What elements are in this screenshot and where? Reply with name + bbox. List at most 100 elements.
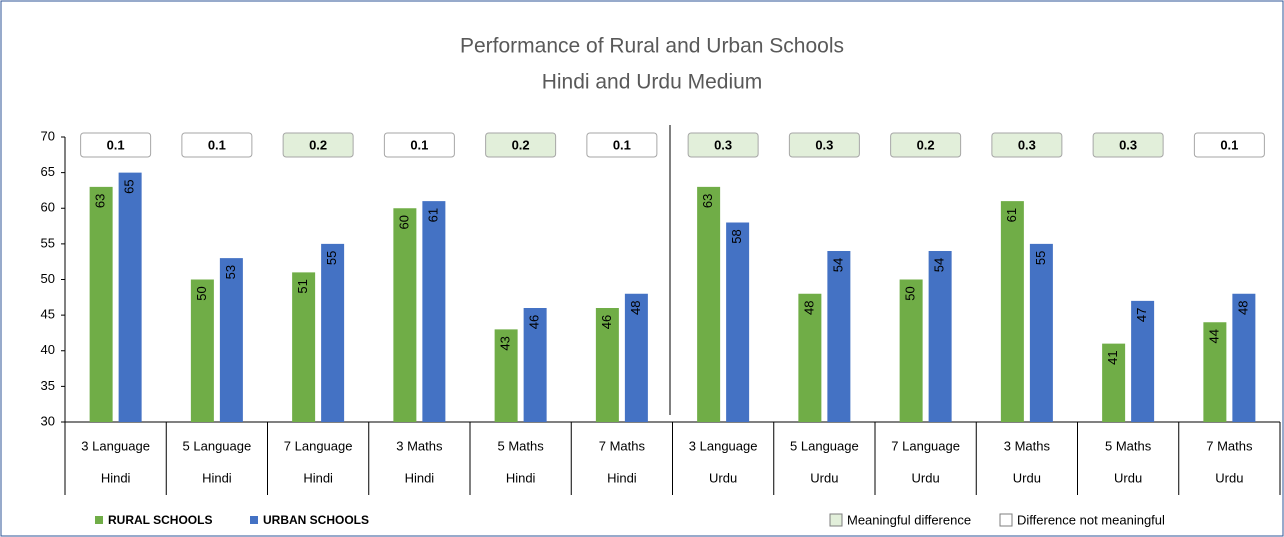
y-tick-label: 55	[41, 235, 55, 250]
x-tick-label: 5 Language	[183, 438, 252, 453]
x-tick-label: 3 Maths	[1004, 438, 1051, 453]
effect-label: 0.2	[917, 137, 935, 152]
data-label: 63	[93, 194, 108, 208]
y-tick-label: 45	[41, 307, 55, 322]
effect-box	[383, 132, 455, 158]
bar	[321, 243, 345, 422]
legend-swatch	[829, 513, 843, 527]
x-group-label: Urdu	[810, 470, 838, 485]
data-label: 44	[1206, 329, 1221, 343]
data-label: 61	[1004, 208, 1019, 222]
effect-box	[181, 132, 253, 158]
effect-label: 0.1	[1220, 137, 1238, 152]
effect-box	[586, 132, 658, 158]
effect-label: 0.1	[107, 137, 125, 152]
data-label: 47	[1134, 308, 1149, 322]
data-label: 50	[903, 286, 918, 300]
bar	[827, 251, 851, 422]
effect-label: 0.3	[714, 137, 732, 152]
bar	[219, 258, 243, 422]
data-label: 48	[628, 301, 643, 315]
bar	[1131, 300, 1155, 422]
x-group-label: Hindi	[506, 470, 536, 485]
x-group-label: Hindi	[202, 470, 232, 485]
y-tick-label: 70	[41, 128, 55, 143]
bar	[1029, 243, 1053, 422]
x-tick-label: 3 Language	[81, 438, 150, 453]
data-label: 53	[223, 265, 238, 279]
legend-label: Difference not meaningful	[1017, 512, 1165, 527]
data-label: 54	[830, 258, 845, 272]
bar	[89, 186, 113, 422]
data-label: 51	[295, 279, 310, 293]
y-tick-label: 50	[41, 271, 55, 286]
x-tick-label: 7 Language	[891, 438, 960, 453]
bar	[1000, 201, 1024, 422]
bar	[292, 272, 316, 422]
bar	[928, 251, 952, 422]
x-tick-label: 5 Maths	[498, 438, 545, 453]
bar	[899, 279, 923, 422]
x-tick-label: 3 Language	[689, 438, 758, 453]
effect-label: 0.1	[208, 137, 226, 152]
data-label: 43	[498, 336, 513, 350]
effect-label: 0.1	[410, 137, 428, 152]
legend-label: RURAL SCHOOLS	[108, 513, 212, 527]
effect-box	[485, 132, 557, 158]
effect-box	[1193, 132, 1265, 158]
effect-box	[991, 132, 1063, 158]
data-label: 46	[599, 315, 614, 329]
bar	[1203, 322, 1227, 422]
legend-label: Meaningful difference	[847, 512, 971, 527]
data-label: 50	[194, 286, 209, 300]
bar	[494, 329, 518, 422]
data-label: 60	[396, 215, 411, 229]
effect-box	[788, 132, 860, 158]
bar	[422, 201, 446, 422]
legend-swatch	[95, 516, 103, 524]
x-group-label: Hindi	[303, 470, 333, 485]
x-group-label: Hindi	[607, 470, 637, 485]
effect-label: 0.2	[512, 137, 530, 152]
x-group-label: Urdu	[912, 470, 940, 485]
y-tick-label: 30	[41, 413, 55, 428]
x-group-label: Urdu	[709, 470, 737, 485]
x-group-label: Hindi	[101, 470, 131, 485]
bar	[393, 208, 417, 422]
effect-box	[282, 132, 354, 158]
bar	[1102, 343, 1126, 422]
bar	[798, 293, 822, 422]
effect-label: 0.3	[1018, 137, 1036, 152]
y-tick-label: 65	[41, 164, 55, 179]
y-tick-label: 40	[41, 342, 55, 357]
effect-label: 0.2	[309, 137, 327, 152]
x-group-label: Urdu	[1215, 470, 1243, 485]
legend-swatch	[999, 513, 1013, 527]
data-label: 55	[1033, 251, 1048, 265]
y-tick-label: 35	[41, 378, 55, 393]
effect-box	[1092, 132, 1164, 158]
x-group-label: Urdu	[1013, 470, 1041, 485]
effect-label: 0.3	[815, 137, 833, 152]
data-label: 65	[122, 179, 137, 193]
effect-box	[80, 132, 152, 158]
x-tick-label: 7 Language	[284, 438, 353, 453]
x-tick-label: 3 Maths	[396, 438, 443, 453]
x-tick-label: 5 Maths	[1105, 438, 1152, 453]
data-label: 48	[801, 301, 816, 315]
x-tick-label: 7 Maths	[1206, 438, 1253, 453]
legend-swatch	[250, 516, 258, 524]
y-tick-label: 60	[41, 200, 55, 215]
bar	[1232, 293, 1256, 422]
data-label: 54	[932, 258, 947, 272]
chart-title: Performance of Rural and Urban Schools	[460, 35, 844, 58]
bar	[624, 293, 648, 422]
data-label: 58	[729, 229, 744, 243]
legend-label: URBAN SCHOOLS	[263, 513, 369, 527]
bar	[190, 279, 214, 422]
x-group-label: Urdu	[1114, 470, 1142, 485]
data-label: 61	[425, 208, 440, 222]
data-label: 48	[1235, 301, 1250, 315]
bar	[697, 186, 721, 422]
